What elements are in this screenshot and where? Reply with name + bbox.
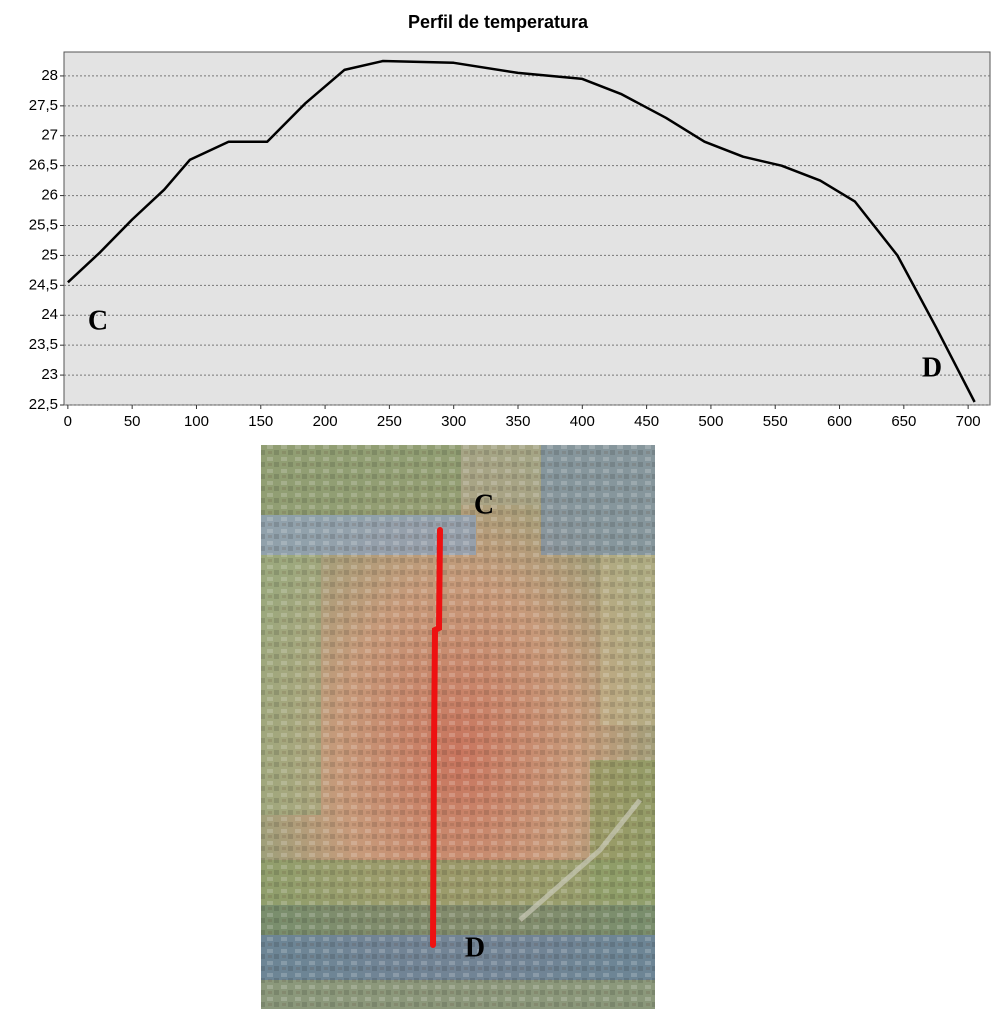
- x-tick-label: 650: [891, 413, 916, 430]
- profile-line: [430, 527, 443, 948]
- x-tick-label: 250: [377, 413, 402, 430]
- annotation: C: [88, 305, 108, 336]
- map-label: C: [474, 489, 494, 520]
- x-tick-label: 400: [570, 413, 595, 430]
- aerial-map: [261, 445, 655, 1009]
- chart-title: Perfil de temperatura: [408, 12, 589, 32]
- x-tick-label: 200: [313, 413, 338, 430]
- y-tick-label: 25: [41, 246, 58, 263]
- annotation: D: [922, 352, 942, 383]
- x-tick-label: 600: [827, 413, 852, 430]
- x-tick-label: 150: [248, 413, 273, 430]
- plot-area: [63, 51, 991, 406]
- axes: 22,5 23 23,5 24 24,5 25 25,5 26 26,5 27 27,5 28 0 50 1…: [29, 67, 981, 430]
- y-tick-label: 23: [41, 366, 58, 383]
- x-tick-label: 550: [763, 413, 788, 430]
- x-tick-label: 500: [698, 413, 723, 430]
- x-tick-label: 450: [634, 413, 659, 430]
- y-tick-label: 24,5: [29, 276, 58, 293]
- data-line: [67, 59, 976, 403]
- map-label: D: [465, 932, 485, 963]
- y-tick-label: 25,5: [29, 216, 58, 233]
- x-tick-label: 100: [184, 413, 209, 430]
- y-tick-label: 26,5: [29, 157, 58, 174]
- x-tick-label: 50: [124, 413, 141, 430]
- y-tick-label: 26: [41, 187, 58, 204]
- y-tick-label: 27: [41, 127, 58, 144]
- y-tick-label: 22,5: [29, 396, 58, 413]
- x-tick-label: 300: [441, 413, 466, 430]
- series: [67, 59, 976, 403]
- y-tick-label: 23,5: [29, 336, 58, 353]
- y-tick-label: 28: [41, 67, 58, 84]
- y-tick-label: 24: [41, 306, 58, 323]
- x-tick-label: 0: [64, 413, 72, 430]
- x-tick-label: 700: [956, 413, 981, 430]
- x-tick-label: 350: [505, 413, 530, 430]
- y-tick-label: 27,5: [29, 97, 58, 114]
